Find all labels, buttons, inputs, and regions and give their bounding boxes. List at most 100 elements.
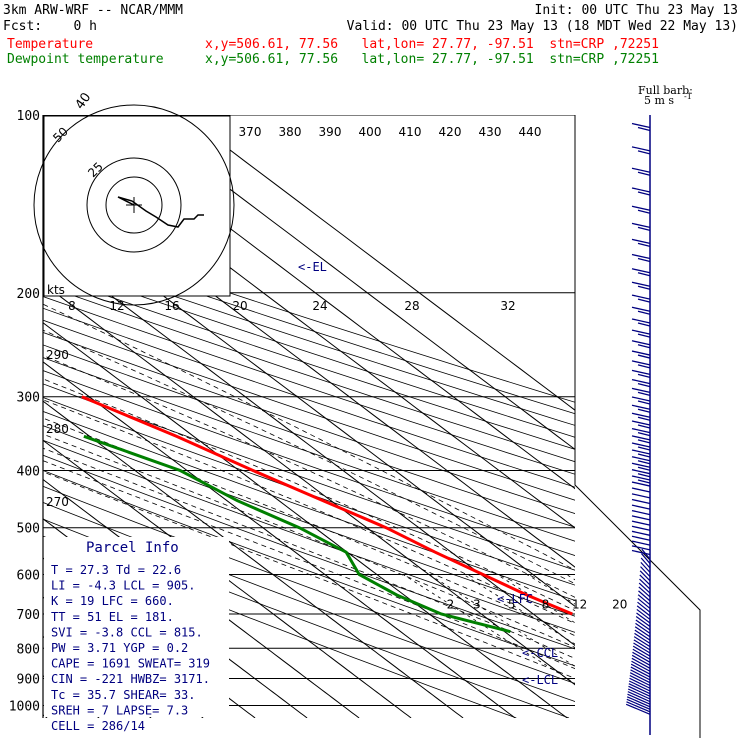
wind-barb	[631, 540, 651, 546]
wind-barb	[637, 466, 651, 471]
hodograph-scale-label: 16	[164, 299, 179, 313]
wind-barb	[637, 453, 651, 458]
dry-adiabat	[43, 344, 575, 528]
sounding-header: 3km ARW-WRF -- NCAR/MMM Init: 00 UTC Thu…	[0, 0, 740, 70]
theta-label: 370	[239, 125, 262, 139]
wind-barb	[637, 150, 651, 155]
moist-adiabat	[43, 355, 575, 598]
dry-adiabat	[43, 410, 575, 601]
theta-row-label: 280	[46, 422, 69, 436]
theta-label: 410	[399, 125, 422, 139]
wind-barb	[635, 622, 651, 634]
mixing-ratio-label: 3	[473, 598, 481, 612]
wind-barb	[631, 306, 651, 312]
init-time: Init: 00 UTC Thu 23 May 13	[534, 3, 739, 18]
hodograph-ring-mid	[105, 176, 163, 234]
dry-adiabat	[43, 454, 575, 650]
parcel-info-row: T = 27.3 Td = 22.6	[51, 563, 181, 577]
pressure-tick-label: 300	[17, 391, 40, 406]
wind-barb	[641, 548, 651, 560]
parcel-info-row: CIN = -221 HWBZ= 3171.	[51, 672, 210, 686]
wind-barb	[637, 460, 651, 465]
hodograph-ring-outer	[33, 104, 235, 306]
pressure-tick-label: 100	[17, 109, 40, 124]
isotherm	[43, 204, 575, 607]
isotherm	[43, 322, 568, 718]
hodograph-units-label: kts	[47, 283, 65, 297]
wind-barb	[631, 469, 651, 475]
wind-barb	[637, 391, 651, 397]
isotherm	[43, 400, 464, 718]
hodograph-frame	[43, 115, 231, 297]
wind-barb	[632, 645, 651, 657]
mixing-ratio-label: 2	[447, 598, 455, 612]
parcel-level-label: <-LCL	[522, 673, 558, 687]
isotherm	[43, 714, 48, 718]
parcel-info-row: CELL = 286/14	[51, 719, 145, 733]
wind-barb	[635, 619, 651, 631]
wind-barb	[631, 660, 651, 672]
wind-barb	[631, 442, 651, 448]
wind-barb	[631, 654, 651, 666]
dry-adiabat	[43, 397, 575, 586]
hodograph-scale-label: 8	[68, 299, 76, 313]
wind-barb	[631, 657, 651, 669]
wind-barb	[627, 688, 651, 700]
wind-barb	[639, 574, 651, 586]
isotherm	[131, 115, 575, 450]
wind-barb	[637, 333, 651, 338]
barb-legend-superscript: -1	[684, 92, 692, 101]
wind-barb	[631, 493, 651, 499]
dry-adiabat	[43, 383, 575, 571]
wind-barb	[637, 322, 651, 327]
wind-barb	[637, 242, 651, 248]
pressure-tick-label: 900	[17, 672, 40, 687]
wind-barb	[637, 408, 651, 413]
wind-barb	[637, 424, 651, 429]
wind-barb	[631, 545, 651, 551]
wind-barb	[626, 698, 651, 710]
wind-barb	[631, 481, 651, 487]
wind-barb	[631, 427, 651, 434]
dry-adiabat	[43, 273, 575, 450]
wind-barb	[628, 685, 651, 697]
moist-adiabat	[43, 417, 575, 637]
hodograph-scale-label: 12	[109, 299, 124, 313]
pressure-tick-label: 1000	[9, 699, 40, 714]
isotherm	[79, 115, 575, 490]
wind-barb	[637, 382, 651, 388]
wind-barb	[637, 191, 651, 196]
wind-barb	[631, 498, 651, 505]
wind-barb	[626, 696, 651, 708]
wind-barb	[637, 594, 651, 606]
wind-barb	[637, 257, 651, 263]
wind-barb	[631, 487, 651, 493]
wind-barb	[628, 683, 651, 695]
hodograph-trace	[117, 196, 204, 228]
dry-adiabat	[43, 262, 575, 438]
dry-adiabat	[43, 357, 575, 542]
wind-barb	[637, 272, 651, 277]
wind-barb	[631, 515, 651, 521]
mixing-ratio-line	[402, 574, 575, 684]
wind-barb	[637, 344, 651, 349]
barb-legend-label: Full barb:	[638, 84, 693, 97]
pressure-tick-label: 600	[17, 568, 40, 583]
wind-barb	[631, 525, 651, 531]
wind-barb	[637, 473, 651, 478]
theta-label: 400	[359, 125, 382, 139]
parcel-info-row: PW = 3.71 YGP = 0.2	[51, 641, 188, 655]
theta-label: 430	[479, 125, 502, 139]
moist-adiabat	[43, 329, 575, 585]
wind-barb	[630, 663, 651, 675]
wind-barb	[627, 693, 651, 705]
temperature-location: x,y=506.61, 77.56 lat,lon= 27.77, -97.51…	[205, 37, 659, 52]
pressure-tick-label: 200	[17, 287, 40, 302]
pressure-tick-label: 500	[17, 522, 40, 537]
wind-barb	[631, 122, 651, 129]
parcel-info-row: SVI = -3.8 CCL = 815.	[51, 625, 203, 639]
wind-barb	[631, 435, 651, 441]
wind-barb	[638, 586, 651, 598]
wind-barb	[639, 578, 651, 590]
